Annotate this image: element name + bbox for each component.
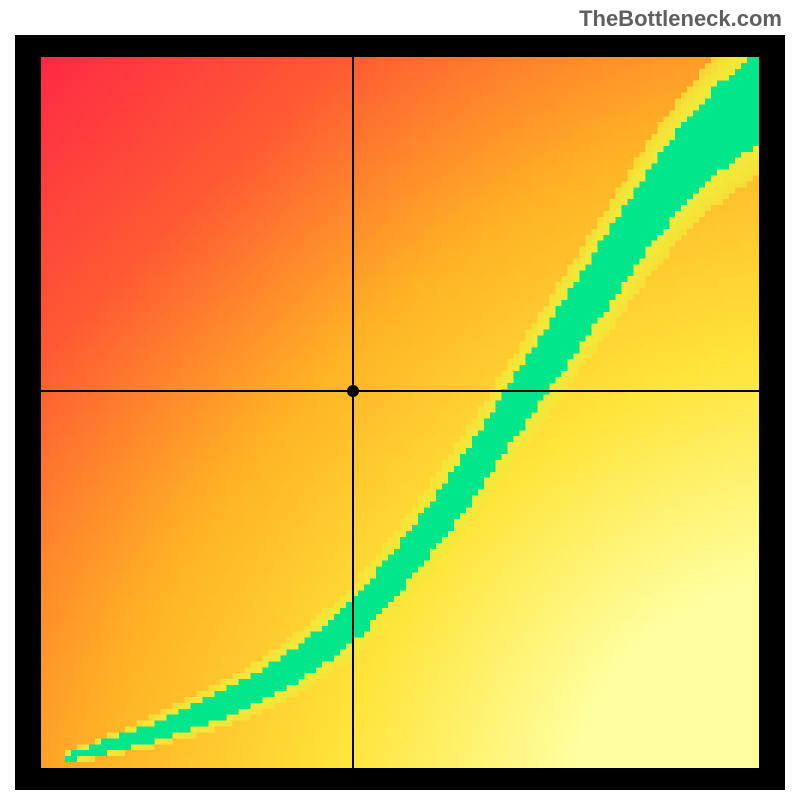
heatmap-canvas — [41, 57, 759, 768]
crosshair-vertical — [352, 57, 354, 768]
chart-container: TheBottleneck.com — [0, 0, 800, 800]
crosshair-horizontal — [41, 390, 759, 392]
plot-frame — [15, 35, 785, 790]
watermark-text: TheBottleneck.com — [579, 6, 782, 32]
